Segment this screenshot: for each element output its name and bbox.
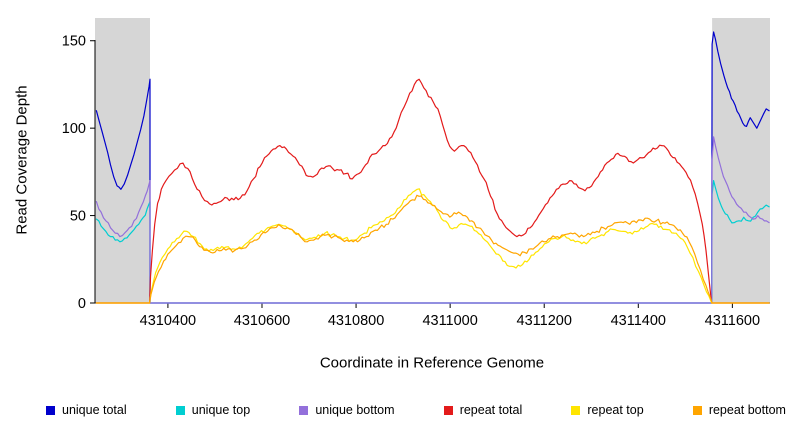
legend-swatch-icon xyxy=(299,405,309,415)
y-tick-label: 50 xyxy=(70,209,86,225)
legend-label: repeat top xyxy=(587,403,644,417)
series-line-repeat-top xyxy=(95,188,770,304)
x-tick-label: 4311200 xyxy=(517,313,572,329)
legend: unique total unique top unique bottom repea… xyxy=(46,401,786,419)
legend-swatch-icon xyxy=(571,405,581,415)
y-tick-label: 150 xyxy=(62,34,86,50)
y-tick-label: 0 xyxy=(78,296,86,312)
x-tick-label: 4310400 xyxy=(140,313,196,329)
legend-label: unique top xyxy=(191,403,251,417)
legend-label: unique total xyxy=(62,403,127,417)
y-axis-title: Read Coverage Depth xyxy=(13,85,31,235)
x-tick-label: 4311400 xyxy=(611,313,666,329)
x-tick-label: 4311600 xyxy=(705,313,760,329)
x-tick-label: 4311000 xyxy=(422,313,477,329)
series-line-repeat-total xyxy=(95,78,770,304)
legend-label: repeat total xyxy=(459,403,523,417)
legend-label: repeat bottom xyxy=(708,403,786,417)
legend-item-unique-top: unique top xyxy=(175,403,251,417)
legend-swatch-icon xyxy=(175,405,185,415)
x-axis-title: Coordinate in Reference Genome xyxy=(319,354,545,372)
legend-swatch-icon xyxy=(443,405,453,415)
x-tick-label: 4310800 xyxy=(328,313,384,329)
legend-item-repeat-total: repeat total xyxy=(443,403,523,417)
legend-swatch-icon xyxy=(46,405,55,415)
legend-item-unique-bottom: unique bottom xyxy=(299,403,395,417)
shaded-region xyxy=(712,18,770,303)
series-line-unique-total xyxy=(95,31,770,304)
series-line-repeat-bottom xyxy=(95,194,770,304)
y-tick-label: 100 xyxy=(62,121,86,137)
series-line-unique-bottom xyxy=(95,136,770,304)
x-tick-label: 4310600 xyxy=(234,313,290,329)
legend-swatch-icon xyxy=(692,405,702,415)
legend-item-unique-total: unique total xyxy=(46,403,127,417)
legend-label: unique bottom xyxy=(315,403,395,417)
legend-item-repeat-top: repeat top xyxy=(571,403,644,417)
shaded-region xyxy=(95,18,150,303)
legend-item-repeat-bottom: repeat bottom xyxy=(692,403,786,417)
